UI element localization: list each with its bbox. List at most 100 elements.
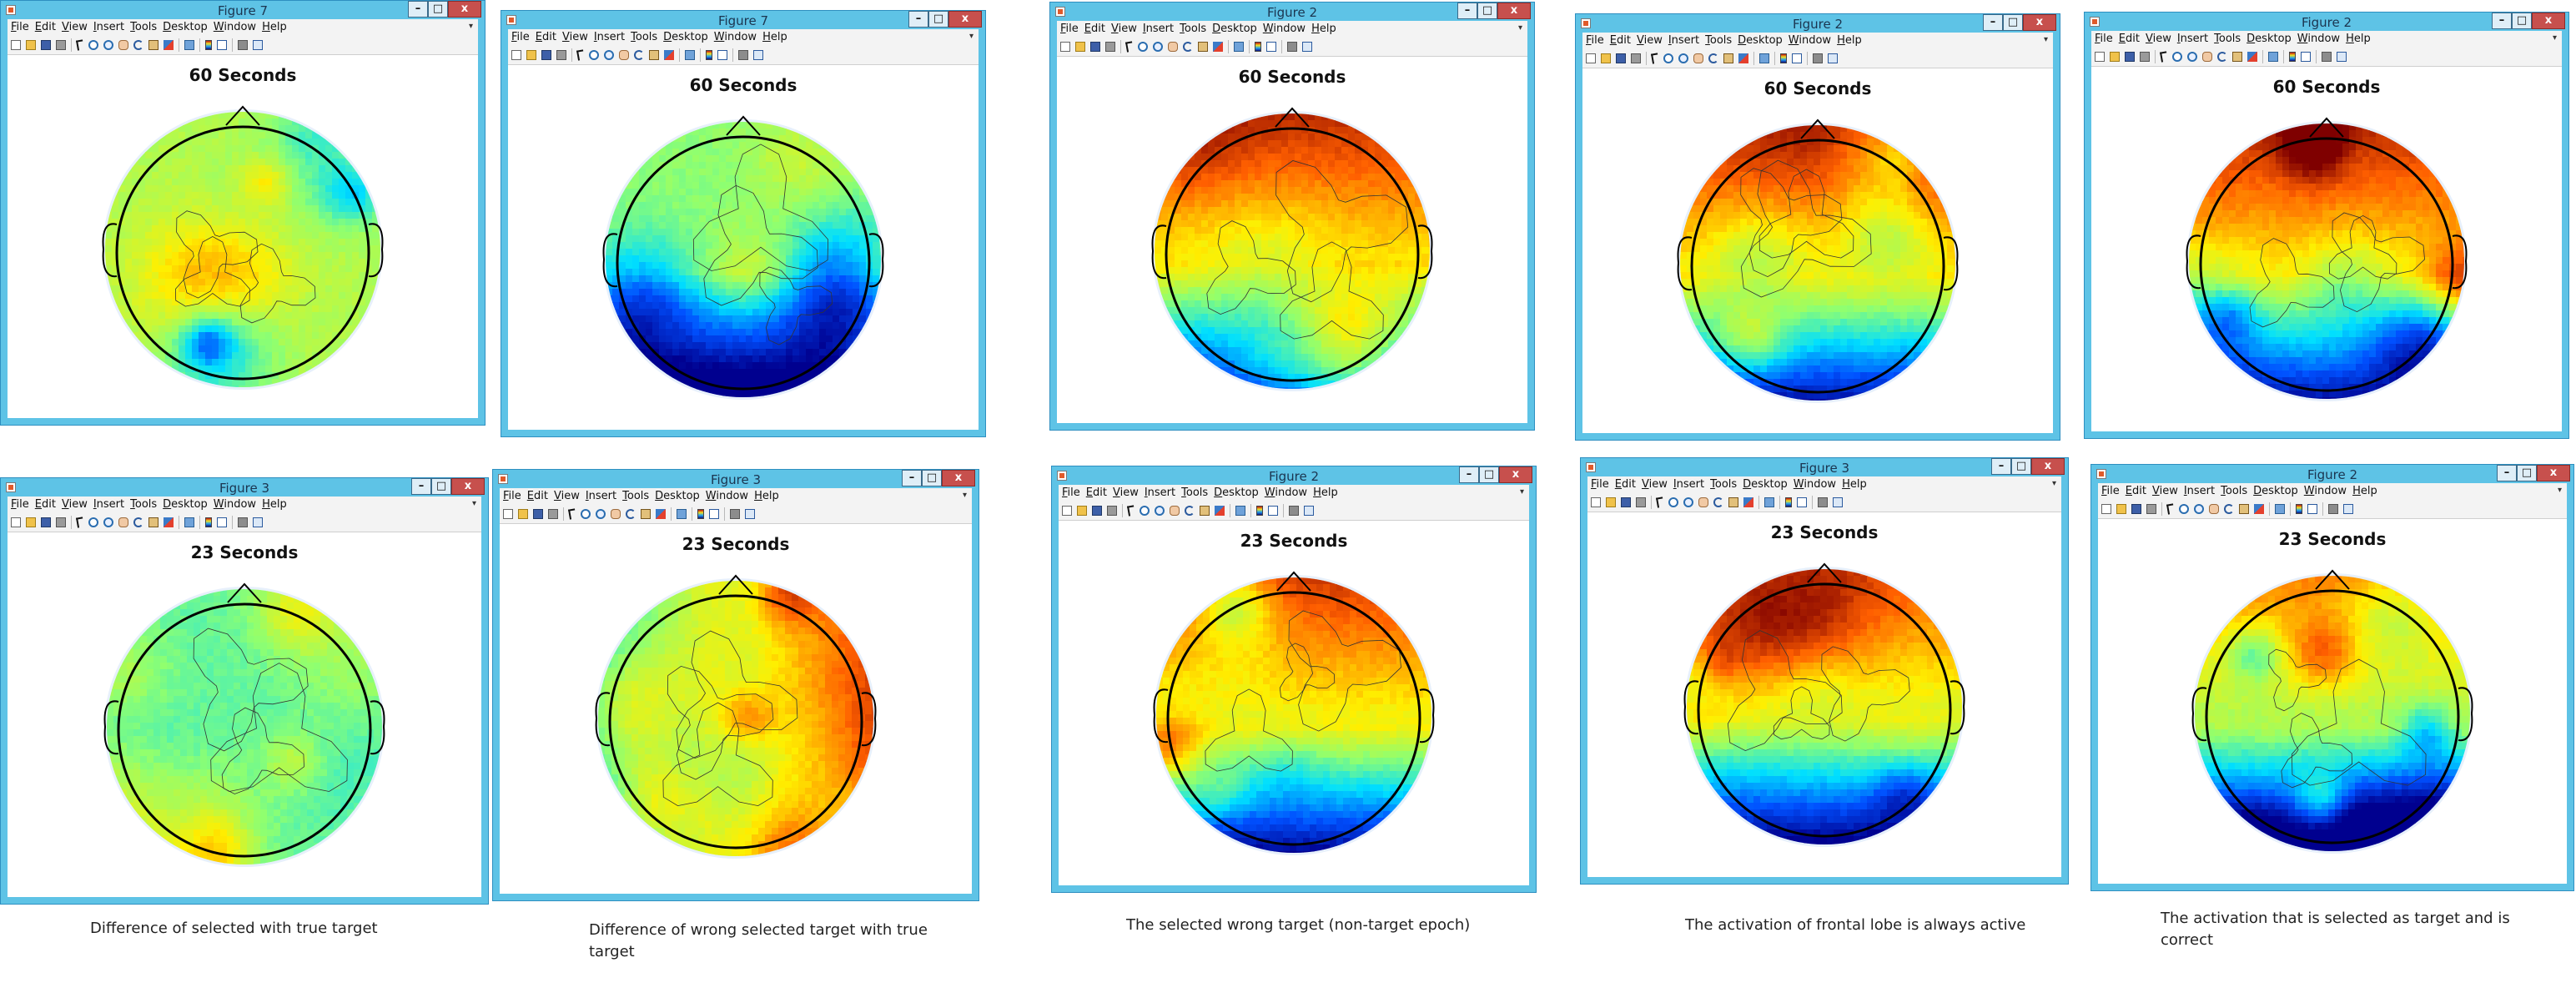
- minimize-button[interactable]: –: [1991, 458, 2011, 475]
- pointer-icon[interactable]: [2166, 502, 2175, 515]
- legend-icon[interactable]: [717, 49, 727, 60]
- minimize-button[interactable]: –: [902, 470, 922, 486]
- zoom-out-icon[interactable]: [2194, 503, 2204, 514]
- print-icon[interactable]: [2140, 51, 2150, 62]
- dock-icon[interactable]: [753, 49, 763, 60]
- close-button[interactable]: x: [948, 11, 982, 28]
- zoom-in-icon[interactable]: [589, 49, 599, 60]
- legend-icon[interactable]: [1797, 497, 1807, 507]
- dock-icon[interactable]: [2337, 51, 2347, 62]
- zoom-in-icon[interactable]: [1668, 497, 1678, 507]
- window-titlebar[interactable]: Figure 7 – □ x: [1, 1, 485, 19]
- menu-overflow-icon[interactable]: ▾: [2557, 486, 2562, 495]
- data-cursor-icon[interactable]: [649, 49, 659, 60]
- menu-overflow-icon[interactable]: ▾: [2552, 33, 2557, 43]
- data-cursor-icon[interactable]: [641, 508, 651, 519]
- legend-icon[interactable]: [217, 517, 227, 527]
- hide-tools-icon[interactable]: [2322, 51, 2332, 62]
- pan-icon[interactable]: [611, 508, 621, 519]
- legend-icon[interactable]: [2307, 503, 2317, 514]
- menu-item[interactable]: Desktop: [163, 498, 208, 511]
- menu-item[interactable]: Tools: [1181, 486, 1209, 499]
- menu-item[interactable]: File: [11, 21, 29, 33]
- menu-item[interactable]: View: [553, 490, 580, 502]
- menu-item[interactable]: Help: [1311, 23, 1336, 35]
- minimize-button[interactable]: –: [908, 11, 928, 28]
- menu-item[interactable]: Edit: [1614, 478, 1636, 491]
- menu-overflow-icon[interactable]: ▾: [2043, 35, 2048, 44]
- dock-icon[interactable]: [1302, 41, 1312, 52]
- rotate-3d-icon[interactable]: [1713, 497, 1723, 507]
- zoom-out-icon[interactable]: [604, 49, 614, 60]
- dock-icon[interactable]: [253, 39, 263, 50]
- zoom-out-icon[interactable]: [2187, 51, 2197, 62]
- menu-item[interactable]: File: [1586, 34, 1604, 47]
- hide-tools-icon[interactable]: [730, 508, 740, 519]
- link-icon[interactable]: [2268, 51, 2278, 62]
- print-icon[interactable]: [548, 508, 558, 519]
- brush-icon[interactable]: [2254, 503, 2264, 514]
- zoom-out-icon[interactable]: [1678, 53, 1688, 63]
- brush-icon[interactable]: [1215, 505, 1225, 516]
- maximize-button[interactable]: □: [928, 11, 948, 28]
- link-icon[interactable]: [1764, 497, 1774, 507]
- print-icon[interactable]: [1105, 41, 1115, 52]
- brush-icon[interactable]: [664, 49, 674, 60]
- menu-item[interactable]: Edit: [2118, 33, 2140, 45]
- menu-item[interactable]: Window: [1264, 486, 1308, 499]
- pan-icon[interactable]: [1693, 53, 1703, 63]
- menu-item[interactable]: File: [503, 490, 521, 502]
- menu-overflow-icon[interactable]: ▾: [2051, 479, 2056, 488]
- menu-item[interactable]: Edit: [535, 31, 556, 43]
- rotate-3d-icon[interactable]: [1183, 41, 1193, 52]
- pan-icon[interactable]: [1698, 497, 1708, 507]
- figure-window[interactable]: Figure 7 – □ x File Edit View Insert Tools De…: [501, 10, 986, 437]
- open-folder-icon[interactable]: [1077, 505, 1087, 516]
- figure-window[interactable]: Figure 7 – □ x File Edit View Insert Tools De…: [0, 0, 486, 426]
- figure-window[interactable]: Figure 2 – □ x File Edit View Insert Tools De…: [1575, 13, 2060, 441]
- rotate-3d-icon[interactable]: [1185, 505, 1195, 516]
- menu-item[interactable]: View: [1112, 486, 1139, 499]
- window-titlebar[interactable]: Figure 2 – □ x: [2085, 13, 2568, 31]
- menu-item[interactable]: Edit: [2125, 485, 2146, 497]
- zoom-out-icon[interactable]: [103, 517, 113, 527]
- colorbar-icon[interactable]: [1780, 53, 1787, 63]
- menu-item[interactable]: Desktop: [655, 490, 700, 502]
- maximize-button[interactable]: □: [1477, 3, 1497, 19]
- link-icon[interactable]: [1235, 505, 1245, 516]
- dock-icon[interactable]: [253, 517, 263, 527]
- figure-window[interactable]: Figure 2 – □ x File Edit View Insert Tools De…: [2090, 464, 2574, 891]
- menu-item[interactable]: File: [2101, 485, 2120, 497]
- save-icon[interactable]: [2125, 51, 2135, 62]
- hide-tools-icon[interactable]: [738, 49, 748, 60]
- new-file-icon[interactable]: [2095, 51, 2105, 62]
- menu-item[interactable]: Help: [262, 21, 287, 33]
- menu-item[interactable]: Help: [1837, 34, 1862, 47]
- pan-icon[interactable]: [118, 517, 128, 527]
- window-titlebar[interactable]: Figure 3 – □ x: [1, 478, 488, 497]
- figure-window[interactable]: Figure 2 – □ x File Edit View Insert Tools De…: [1051, 466, 1537, 893]
- menu-item[interactable]: Desktop: [1212, 23, 1257, 35]
- maximize-button[interactable]: □: [2003, 14, 2023, 31]
- pointer-icon[interactable]: [1125, 40, 1134, 53]
- menu-item[interactable]: Desktop: [1743, 478, 1788, 491]
- menu-item[interactable]: Window: [213, 21, 257, 33]
- menu-item[interactable]: Insert: [93, 498, 125, 511]
- menu-item[interactable]: Desktop: [2253, 485, 2298, 497]
- zoom-out-icon[interactable]: [596, 508, 606, 519]
- menu-item[interactable]: Edit: [1085, 486, 1107, 499]
- hide-tools-icon[interactable]: [1818, 497, 1828, 507]
- menu-overflow-icon[interactable]: ▾: [471, 499, 476, 508]
- hide-tools-icon[interactable]: [1813, 53, 1823, 63]
- menu-item[interactable]: Edit: [34, 21, 56, 33]
- close-button[interactable]: x: [1497, 3, 1531, 19]
- open-folder-icon[interactable]: [2116, 503, 2126, 514]
- save-icon[interactable]: [1090, 41, 1100, 52]
- menu-item[interactable]: Help: [2346, 33, 2371, 45]
- rotate-3d-icon[interactable]: [2224, 503, 2234, 514]
- minimize-button[interactable]: –: [1457, 3, 1477, 19]
- colorbar-icon[interactable]: [1256, 505, 1263, 516]
- rotate-3d-icon[interactable]: [634, 49, 644, 60]
- menu-item[interactable]: Tools: [2221, 485, 2248, 497]
- menu-item[interactable]: Window: [713, 31, 757, 43]
